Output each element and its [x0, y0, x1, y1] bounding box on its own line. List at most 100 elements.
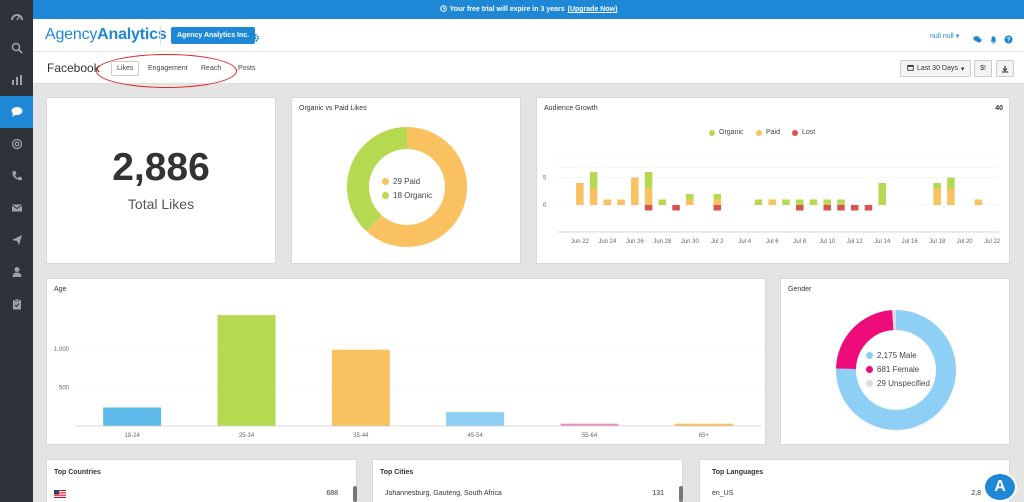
donut-slice-male[interactable]	[836, 310, 956, 430]
bar-organic[interactable]	[589, 172, 598, 189]
phone-icon[interactable]	[0, 160, 33, 192]
bar-paid[interactable]	[933, 188, 941, 206]
x-tick-label: Jul 6	[766, 239, 779, 245]
scrollbar-thumb[interactable]	[353, 486, 357, 502]
bar-paid[interactable]	[576, 183, 584, 205]
account-switcher-button[interactable]: Agency Analytics Inc.	[171, 27, 256, 44]
comments-icon[interactable]	[973, 31, 982, 43]
bar-organic[interactable]	[933, 183, 941, 189]
bar-paid[interactable]	[631, 177, 639, 206]
scrollbar-thumb[interactable]	[679, 486, 683, 502]
card-title: Top Cities	[380, 469, 414, 476]
donut-slice-female[interactable]	[836, 310, 894, 370]
donut-slice-organic[interactable]	[347, 127, 408, 232]
bar-organic[interactable]	[658, 199, 667, 206]
logo-light-text: Agency	[45, 26, 98, 43]
bar-lost[interactable]	[823, 205, 831, 211]
bar-paid[interactable]	[947, 188, 955, 206]
legend-dot	[709, 129, 715, 136]
bar-organic[interactable]	[878, 183, 886, 205]
bar-organic[interactable]	[686, 194, 694, 200]
city-value: 131	[652, 490, 664, 497]
bar-lost[interactable]	[837, 205, 845, 211]
user-icon[interactable]	[0, 256, 33, 288]
x-tick-label: Jun 22	[571, 239, 590, 245]
dashboard-icon[interactable]	[0, 2, 33, 34]
bar-organic[interactable]	[644, 172, 653, 189]
y-tick-label: 5	[543, 176, 547, 182]
agency-analytics-logo[interactable]: AgencyAnalytics	[45, 26, 167, 44]
user-menu[interactable]: null null ▾	[930, 32, 959, 40]
legend-item-organic: Organic	[709, 129, 744, 136]
send-icon[interactable]	[0, 224, 33, 256]
help-chat-badge[interactable]: A	[983, 472, 1017, 502]
clipboard-icon[interactable]	[0, 288, 33, 320]
upgrade-link[interactable]: (Upgrade Now)	[567, 6, 618, 13]
tab-posts[interactable]: Posts	[238, 65, 256, 72]
at-icon[interactable]	[0, 128, 33, 160]
legend-dot	[866, 366, 873, 373]
bar-lost[interactable]	[864, 205, 873, 211]
mail-icon[interactable]	[0, 192, 33, 224]
bar-lost[interactable]	[713, 205, 722, 211]
clock-icon	[439, 5, 447, 14]
gear-icon[interactable]	[250, 30, 260, 42]
bar-paid[interactable]	[589, 188, 598, 206]
chart-icon[interactable]	[0, 64, 33, 96]
age-bar-65+[interactable]	[674, 423, 733, 426]
bar-paid[interactable]	[768, 199, 777, 206]
download-icon[interactable]	[996, 60, 1014, 77]
bar-organic[interactable]	[795, 199, 804, 206]
bell-icon[interactable]	[989, 31, 998, 44]
date-range-dropdown[interactable]: Last 30 Days ▾	[900, 60, 972, 77]
bar-organic[interactable]	[713, 194, 722, 200]
export-button[interactable]: $!	[974, 60, 992, 77]
legend-label: 29 Unspecified	[877, 379, 930, 388]
x-tick-label: 18-24	[124, 433, 140, 439]
language-name: en_US	[712, 490, 734, 497]
bar-paid[interactable]	[686, 199, 694, 206]
legend-label: 2,175 Male	[877, 351, 917, 360]
legend-item-organic: 18 Organic	[382, 191, 432, 200]
bar-paid[interactable]	[713, 199, 722, 206]
age-bar-45-54[interactable]	[446, 412, 505, 426]
x-tick-label: 65+	[699, 433, 710, 439]
trial-text: Your free trial will expire in 3 years	[449, 6, 565, 13]
bar-paid[interactable]	[644, 188, 653, 206]
x-tick-label: Jul 2	[711, 239, 724, 245]
bar-organic[interactable]	[754, 199, 763, 206]
help-icon[interactable]: ?	[1004, 31, 1013, 44]
x-tick-label: Jun 30	[681, 239, 700, 245]
total-likes-value: 2,886	[112, 146, 210, 189]
bar-lost[interactable]	[672, 205, 680, 211]
age-bar-55-64[interactable]	[560, 423, 619, 426]
top-cities-card: Top Cities Johannesburg, Gauteng, South …	[372, 459, 683, 502]
card-title: Top Countries	[54, 469, 101, 476]
bar-lost[interactable]	[795, 205, 804, 211]
bar-organic[interactable]	[837, 199, 845, 206]
legend-label: Paid	[766, 129, 781, 136]
bar-paid[interactable]	[603, 199, 612, 206]
legend-label: 29 Paid	[393, 177, 421, 186]
calendar-icon	[907, 64, 914, 73]
bar-organic[interactable]	[782, 199, 790, 206]
bar-paid[interactable]	[617, 199, 625, 206]
chat-icon[interactable]	[0, 96, 33, 128]
bar-organic[interactable]	[809, 199, 818, 206]
age-bar-25-34[interactable]	[217, 315, 276, 426]
y-tick-label: 1,000	[54, 347, 70, 353]
logo-divider	[160, 26, 161, 45]
bar-organic[interactable]	[823, 199, 831, 206]
card-title: Gender	[788, 286, 812, 293]
search-icon[interactable]	[0, 32, 33, 64]
age-bar-18-24[interactable]	[103, 407, 162, 426]
bar-paid[interactable]	[974, 199, 983, 206]
legend-dot	[756, 129, 762, 136]
donut-slice-paid[interactable]	[366, 127, 467, 247]
bar-lost[interactable]	[850, 205, 859, 211]
age-bar-35-44[interactable]	[331, 349, 390, 426]
legend-item-lost: Lost	[792, 129, 815, 136]
language-value: 2,8	[971, 490, 981, 497]
bar-lost[interactable]	[644, 205, 653, 211]
bar-organic[interactable]	[947, 177, 955, 189]
